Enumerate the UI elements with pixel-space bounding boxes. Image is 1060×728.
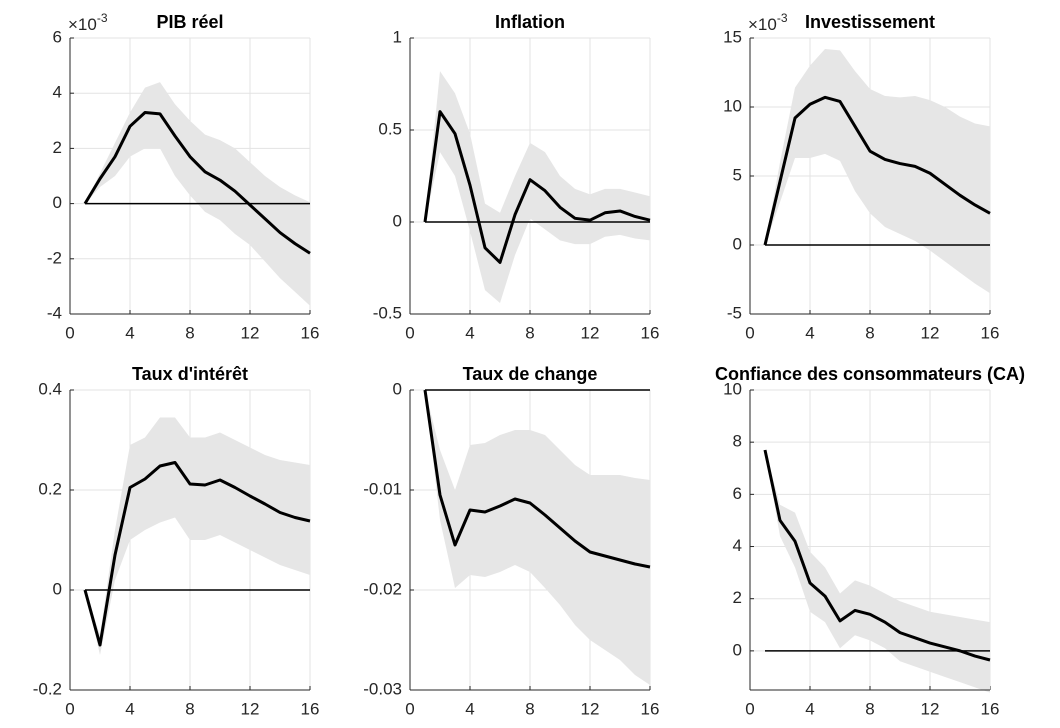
y-tick-label: -2: [47, 248, 62, 267]
exponent-base: ×10: [68, 15, 97, 34]
y-tick-label: 0: [393, 379, 402, 398]
x-tick-label: 8: [185, 699, 194, 718]
y-tick-label: 5: [733, 165, 742, 184]
y-tick-label: 6: [733, 484, 742, 503]
irf-line: [423, 389, 651, 569]
y-tick-label: -0.2: [33, 679, 62, 698]
x-tick-label: 16: [301, 699, 320, 718]
subplot-title: Taux de change: [463, 364, 598, 384]
x-tick-label: 4: [805, 323, 814, 342]
subplot: 0 4 8 12 16 -4 -2 0 2 4 6 ×10-3 PIB réel: [47, 11, 320, 342]
y-tick-label: 0.5: [378, 119, 402, 138]
x-tick-label: 4: [125, 323, 134, 342]
y-exponent: ×10-3: [68, 11, 108, 34]
y-tick-label: -4: [47, 303, 62, 322]
y-tick-label: 2: [53, 138, 62, 157]
subplot-title: Inflation: [495, 12, 565, 32]
y-tick-label: 0: [733, 234, 742, 253]
x-tick-label: 0: [405, 323, 414, 342]
y-tick-label: 8: [733, 432, 742, 451]
x-tick-label: 16: [301, 323, 320, 342]
y-tick-label: 0: [53, 579, 62, 598]
confidence-band: [425, 390, 650, 685]
x-tick-label: 0: [405, 699, 414, 718]
x-tick-label: 4: [125, 699, 134, 718]
confidence-band: [765, 450, 990, 693]
x-tick-label: 16: [641, 699, 660, 718]
irf-line: [83, 111, 311, 255]
x-tick-label: 12: [241, 323, 260, 342]
x-tick-label: 0: [745, 323, 754, 342]
y-tick-label: -5: [727, 303, 742, 322]
y-tick-label: -0.02: [363, 579, 402, 598]
y-tick-label: 4: [53, 83, 62, 102]
y-tick-label: 15: [723, 27, 742, 46]
x-tick-label: 8: [525, 323, 534, 342]
x-tick-label: 12: [921, 323, 940, 342]
y-tick-label: 10: [723, 96, 742, 115]
x-tick-label: 8: [525, 699, 534, 718]
exponent-base: ×10: [748, 15, 777, 34]
irf-line: [763, 95, 991, 246]
subplot: 0 4 8 12 16 -0.03 -0.02 -0.01 0 Taux de change: [363, 364, 659, 719]
y-tick-label: 0.2: [38, 479, 62, 498]
irf-line: [83, 461, 311, 647]
y-tick-label: 2: [733, 588, 742, 607]
x-tick-label: 12: [581, 323, 600, 342]
irf-line: [423, 110, 651, 264]
y-tick-label: -0.01: [363, 479, 402, 498]
y-tick-label: 6: [53, 27, 62, 46]
exponent-power: -3: [777, 11, 788, 25]
y-tick-label: -0.03: [363, 679, 402, 698]
y-tick-label: 0.4: [38, 379, 62, 398]
x-tick-label: 0: [65, 699, 74, 718]
x-tick-label: 0: [65, 323, 74, 342]
x-tick-label: 8: [865, 323, 874, 342]
x-tick-label: 12: [921, 699, 940, 718]
x-tick-label: 16: [641, 323, 660, 342]
y-tick-label: 0: [393, 211, 402, 230]
x-tick-label: 16: [981, 699, 1000, 718]
x-tick-label: 0: [745, 699, 754, 718]
exponent-power: -3: [97, 11, 108, 25]
x-tick-label: 8: [185, 323, 194, 342]
y-tick-label: 0: [53, 193, 62, 212]
subplot-title: Confiance des consommateurs (CA): [715, 364, 1025, 384]
x-tick-label: 12: [581, 699, 600, 718]
x-tick-label: 16: [981, 323, 1000, 342]
x-tick-label: 4: [805, 699, 814, 718]
y-tick-label: 4: [733, 536, 742, 555]
irf-line: [763, 449, 991, 662]
confidence-band: [85, 417, 310, 655]
subplot-title: Taux d'intérêt: [132, 364, 248, 384]
y-tick-label: 10: [723, 379, 742, 398]
confidence-band: [765, 49, 990, 294]
subplot-title: Investissement: [805, 12, 935, 32]
confidence-band: [85, 82, 310, 306]
subplot-title: PIB réel: [156, 12, 223, 32]
y-tick-label: 1: [393, 27, 402, 46]
x-tick-label: 8: [865, 699, 874, 718]
y-tick-label: 0: [733, 640, 742, 659]
y-exponent: ×10-3: [748, 11, 788, 34]
x-tick-label: 4: [465, 323, 474, 342]
x-tick-label: 4: [465, 699, 474, 718]
x-tick-label: 12: [241, 699, 260, 718]
y-tick-label: -0.5: [373, 303, 402, 322]
